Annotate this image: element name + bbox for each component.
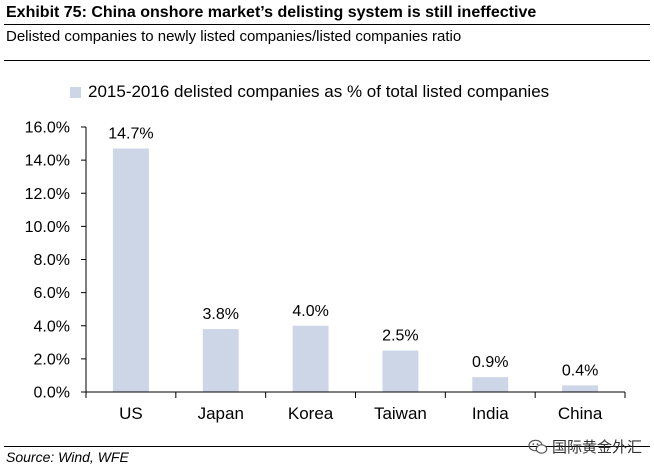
data-label: 4.0% (292, 303, 328, 320)
bar (292, 325, 329, 392)
chart-subtitle: Delisted companies to newly listed compa… (6, 28, 462, 45)
subtitle-divider (4, 60, 650, 61)
footer-divider (4, 446, 650, 447)
data-label: 0.9% (472, 354, 508, 371)
watermark: 国际黄金外汇 (528, 436, 642, 457)
x-axis: US Japan Korea Taiwan India China (85, 391, 626, 423)
bars (112, 148, 599, 392)
x-tick-label: India (472, 404, 509, 423)
y-tick-label: 14.0% (25, 153, 70, 170)
y-tick-label: 8.0% (34, 252, 70, 269)
bar (112, 148, 149, 392)
chart-title: Exhibit 75: China onshore market’s delis… (6, 4, 537, 21)
x-tick-label: China (558, 404, 603, 423)
x-tick-label: US (119, 404, 143, 423)
y-tick-label: 12.0% (25, 186, 70, 203)
data-label: 3.8% (203, 306, 239, 323)
bar (472, 377, 509, 392)
y-tick-label: 10.0% (25, 219, 70, 236)
y-tick-label: 4.0% (34, 318, 70, 335)
wechat-icon (528, 439, 548, 454)
y-tick-label: 2.0% (34, 351, 70, 368)
y-tick-label: 16.0% (25, 120, 70, 137)
chart-legend: 2015-2016 delisted companies as % of tot… (70, 82, 549, 102)
y-tick-label: 6.0% (34, 285, 70, 302)
x-tick-label: Korea (288, 404, 334, 423)
data-labels: 14.7% 3.8% 4.0% 2.5% 0.9% 0.4% (108, 126, 598, 380)
watermark-text: 国际黄金外汇 (551, 439, 642, 456)
legend-label: 2015-2016 delisted companies as % of tot… (88, 82, 550, 101)
bar (382, 350, 419, 392)
x-tick-label: Taiwan (374, 404, 427, 423)
y-tick-label: 0.0% (34, 385, 70, 402)
data-label: 0.4% (562, 362, 598, 379)
legend-swatch (70, 86, 81, 98)
bar (562, 385, 599, 392)
source-note: Source: Wind, WFE (6, 449, 129, 465)
title-divider (4, 24, 650, 25)
x-tick-label: Japan (198, 404, 244, 423)
bar (202, 329, 239, 392)
data-label: 2.5% (382, 328, 418, 345)
y-axis: 0.0% 2.0% 4.0% 6.0% 8.0% 10.0% 12.0% 14.0% 16.0% (25, 120, 87, 402)
data-label: 14.7% (108, 126, 153, 143)
